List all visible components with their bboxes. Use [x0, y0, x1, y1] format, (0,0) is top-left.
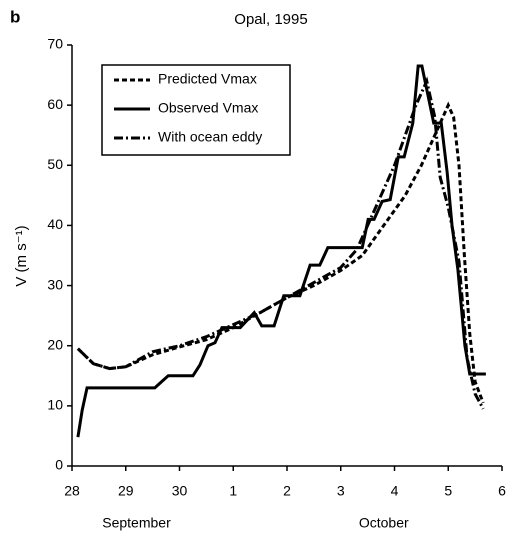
y-tick-label: 30 [47, 276, 63, 292]
y-tick-label: 20 [47, 336, 63, 352]
x-tick-label: 4 [391, 483, 399, 499]
x-tick-label: 3 [337, 483, 345, 499]
series-line [76, 101, 485, 404]
month-label: September [102, 515, 171, 531]
y-tick-label: 50 [47, 156, 63, 172]
x-tick-label: 30 [172, 483, 188, 499]
y-axis-label: V (m s⁻¹) [13, 225, 30, 286]
x-tick-label: 5 [444, 483, 452, 499]
y-tick-label: 60 [47, 96, 63, 112]
chart-title: Opal, 1995 [234, 11, 307, 28]
x-tick-label: 6 [498, 483, 506, 499]
legend-label: With ocean eddy [158, 129, 262, 145]
series-line [76, 64, 486, 438]
legend-label: Predicted Vmax [158, 71, 257, 87]
panel-label: b [10, 7, 20, 26]
x-tick-label: 2 [283, 483, 291, 499]
legend-label: Observed Vmax [158, 100, 258, 116]
y-tick-label: 70 [47, 36, 63, 52]
x-tick-label: 28 [64, 483, 80, 499]
month-label: October [359, 515, 409, 531]
y-tick-label: 40 [47, 216, 63, 232]
series-line [76, 76, 485, 410]
x-tick-label: 1 [229, 483, 237, 499]
y-tick-label: 10 [47, 397, 63, 413]
x-tick-label: 29 [118, 483, 134, 499]
y-tick-label: 0 [55, 457, 63, 473]
